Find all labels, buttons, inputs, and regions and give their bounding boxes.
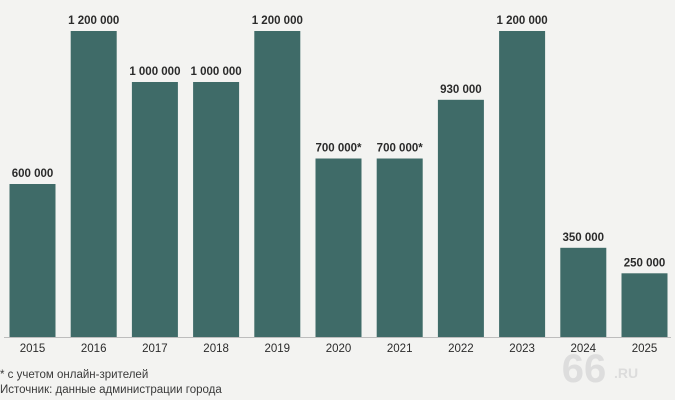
value-label-2016: 1 200 000 xyxy=(68,15,119,27)
x-tick-label-2025: 2025 xyxy=(632,343,658,355)
bar-2019 xyxy=(254,31,301,337)
bar-2025 xyxy=(621,273,668,338)
bar-chart: 600 000 1 200 000 1 000 000 1 000 000 1 200 … xyxy=(4,15,671,355)
x-tick-label-2017: 2017 xyxy=(142,343,168,355)
value-label-2019: 1 200 000 xyxy=(252,15,303,27)
value-label-2021: 700 000* xyxy=(377,143,424,155)
x-tick-label-2018: 2018 xyxy=(203,343,229,355)
logo-number: 66 xyxy=(562,348,607,388)
bar-2015 xyxy=(9,184,56,337)
bar-2024 xyxy=(560,247,607,338)
x-tick-labels-group: 2015 2016 2017 2018 2019 2020 2021 2022 2023 2024… xyxy=(20,343,658,355)
bar-2021 xyxy=(376,158,423,337)
x-tick-label-2022: 2022 xyxy=(448,343,474,355)
x-tick-label-2023: 2023 xyxy=(509,343,535,355)
value-label-2024: 350 000 xyxy=(563,232,605,244)
value-label-2018: 1 000 000 xyxy=(191,66,242,78)
bar-2018 xyxy=(193,82,240,337)
site-logo-watermark: 66 .RU xyxy=(562,348,638,388)
bar-2022 xyxy=(437,99,484,337)
source-note: Источник: данные администрации города xyxy=(0,384,222,396)
value-label-2023: 1 200 000 xyxy=(497,15,548,27)
bar-2020 xyxy=(315,158,362,337)
value-labels-group: 600 000 1 200 000 1 000 000 1 000 000 1 200 … xyxy=(12,15,666,269)
value-label-2017: 1 000 000 xyxy=(129,66,180,78)
x-tick-label-2024: 2024 xyxy=(571,343,597,355)
bar-2023 xyxy=(499,31,546,337)
value-label-2022: 930 000 xyxy=(440,84,482,96)
bar-2017 xyxy=(131,82,178,337)
value-label-2020: 700 000* xyxy=(315,143,362,155)
bars-group xyxy=(9,31,668,338)
footnote-asterisk: * с учетом онлайн-зрителей xyxy=(0,369,149,381)
x-tick-label-2021: 2021 xyxy=(387,343,413,355)
value-label-2025: 250 000 xyxy=(624,257,666,269)
x-tick-label-2016: 2016 xyxy=(81,343,107,355)
x-tick-label-2019: 2019 xyxy=(265,343,291,355)
x-tick-label-2015: 2015 xyxy=(20,343,46,355)
x-tick-label-2020: 2020 xyxy=(326,343,352,355)
value-label-2015: 600 000 xyxy=(12,168,54,180)
logo-suffix: .RU xyxy=(614,365,638,381)
bar-2016 xyxy=(70,31,117,337)
